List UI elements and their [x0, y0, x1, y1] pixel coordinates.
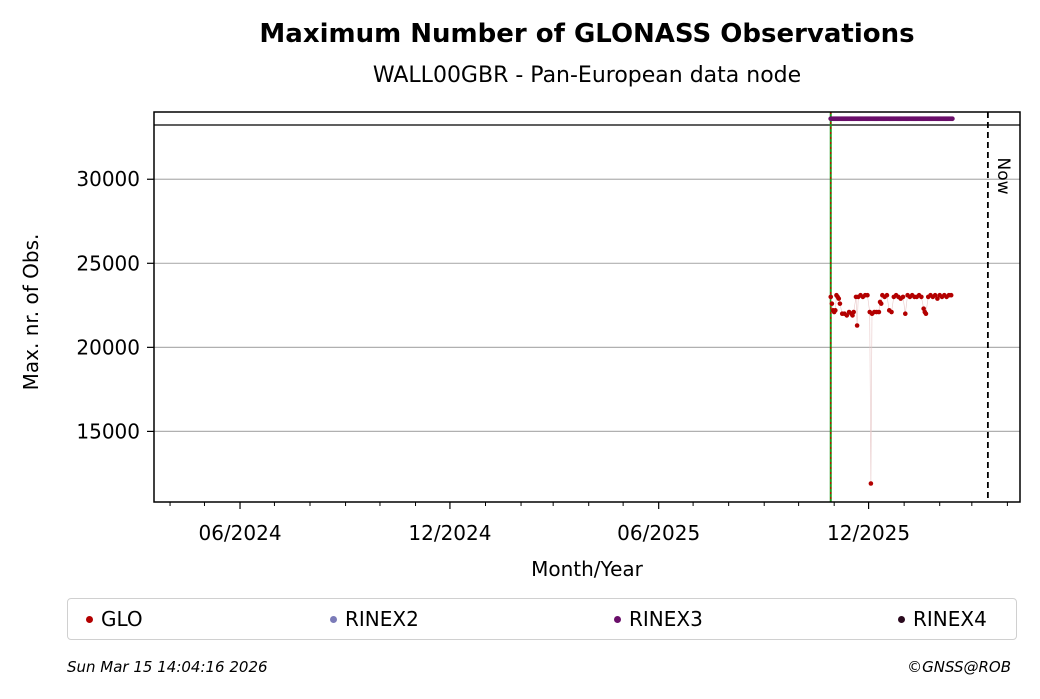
y-tick-label: 20000 [76, 335, 140, 359]
y-tick-label: 30000 [76, 167, 140, 191]
glo-point [876, 309, 882, 315]
glo-point [829, 301, 835, 306]
glo-point [844, 313, 850, 318]
glo-point [948, 292, 954, 298]
rinex3-point [949, 116, 955, 122]
glo-point [828, 294, 834, 300]
glo-series-line [830, 294, 952, 484]
legend-label-rinex2: RINEX2 [345, 607, 419, 631]
legend-dot-rinex2 [330, 615, 337, 623]
now-label: Now [993, 157, 1013, 194]
glo-point [900, 294, 906, 300]
glo-point [868, 481, 874, 486]
footer-timestamp: Sun Mar 15 14:04:16 2026 [67, 658, 268, 676]
x-tick-label: 12/2024 [408, 521, 491, 545]
x-tick-label: 06/2025 [617, 521, 700, 545]
legend-item-glo: GLO [86, 599, 143, 639]
glo-point [836, 296, 842, 301]
glo-point [833, 308, 838, 313]
legend-label-rinex4: RINEX4 [913, 607, 987, 631]
x-axis-label: Month/Year [531, 557, 644, 581]
glo-point [935, 296, 940, 301]
chart: Maximum Number of GLONASS Observations W… [19, 19, 1021, 581]
x-tick-label: 06/2024 [198, 521, 281, 545]
chart-subtitle: WALL00GBR - Pan-European data node [373, 63, 801, 88]
plot-marks: Now [154, 112, 1020, 502]
legend-label-glo: GLO [101, 607, 143, 631]
glo-point [902, 311, 908, 317]
x-tick-label: 12/2025 [827, 521, 910, 545]
y-axis-label: Max. nr. of Obs. [19, 234, 43, 391]
grid-lines [154, 178, 1020, 432]
legend-item-rinex4: RINEX4 [898, 599, 987, 639]
glo-point [932, 292, 938, 298]
glo-point [865, 292, 870, 298]
y-tick-label: 25000 [76, 251, 140, 275]
legend-item-rinex2: RINEX2 [330, 599, 419, 639]
glo-point [837, 301, 843, 306]
glo-point [923, 311, 929, 317]
glo-point [878, 301, 884, 306]
legend-item-rinex3: RINEX3 [614, 599, 703, 639]
y-tick-label: 15000 [76, 419, 140, 443]
glo-point [884, 292, 890, 298]
glo-point [854, 323, 860, 328]
glo-point [889, 309, 894, 315]
legend-dot-rinex4 [898, 615, 905, 623]
glo-point [851, 309, 856, 315]
legend-dot-rinex3 [614, 615, 621, 623]
plot-frame [153, 111, 1021, 503]
legend-label-rinex3: RINEX3 [629, 607, 703, 631]
axes: 15000 20000 25000 30000 06/2024 12/2024 06/202… [76, 167, 1008, 545]
glo-point [919, 294, 924, 300]
legend-dot-glo [86, 615, 93, 623]
chart-title: Maximum Number of GLONASS Observations [259, 19, 914, 49]
footer-copyright: ©GNSS@ROB [907, 658, 1011, 676]
legend: GLO RINEX2 RINEX3 RINEX4 [67, 598, 1017, 640]
